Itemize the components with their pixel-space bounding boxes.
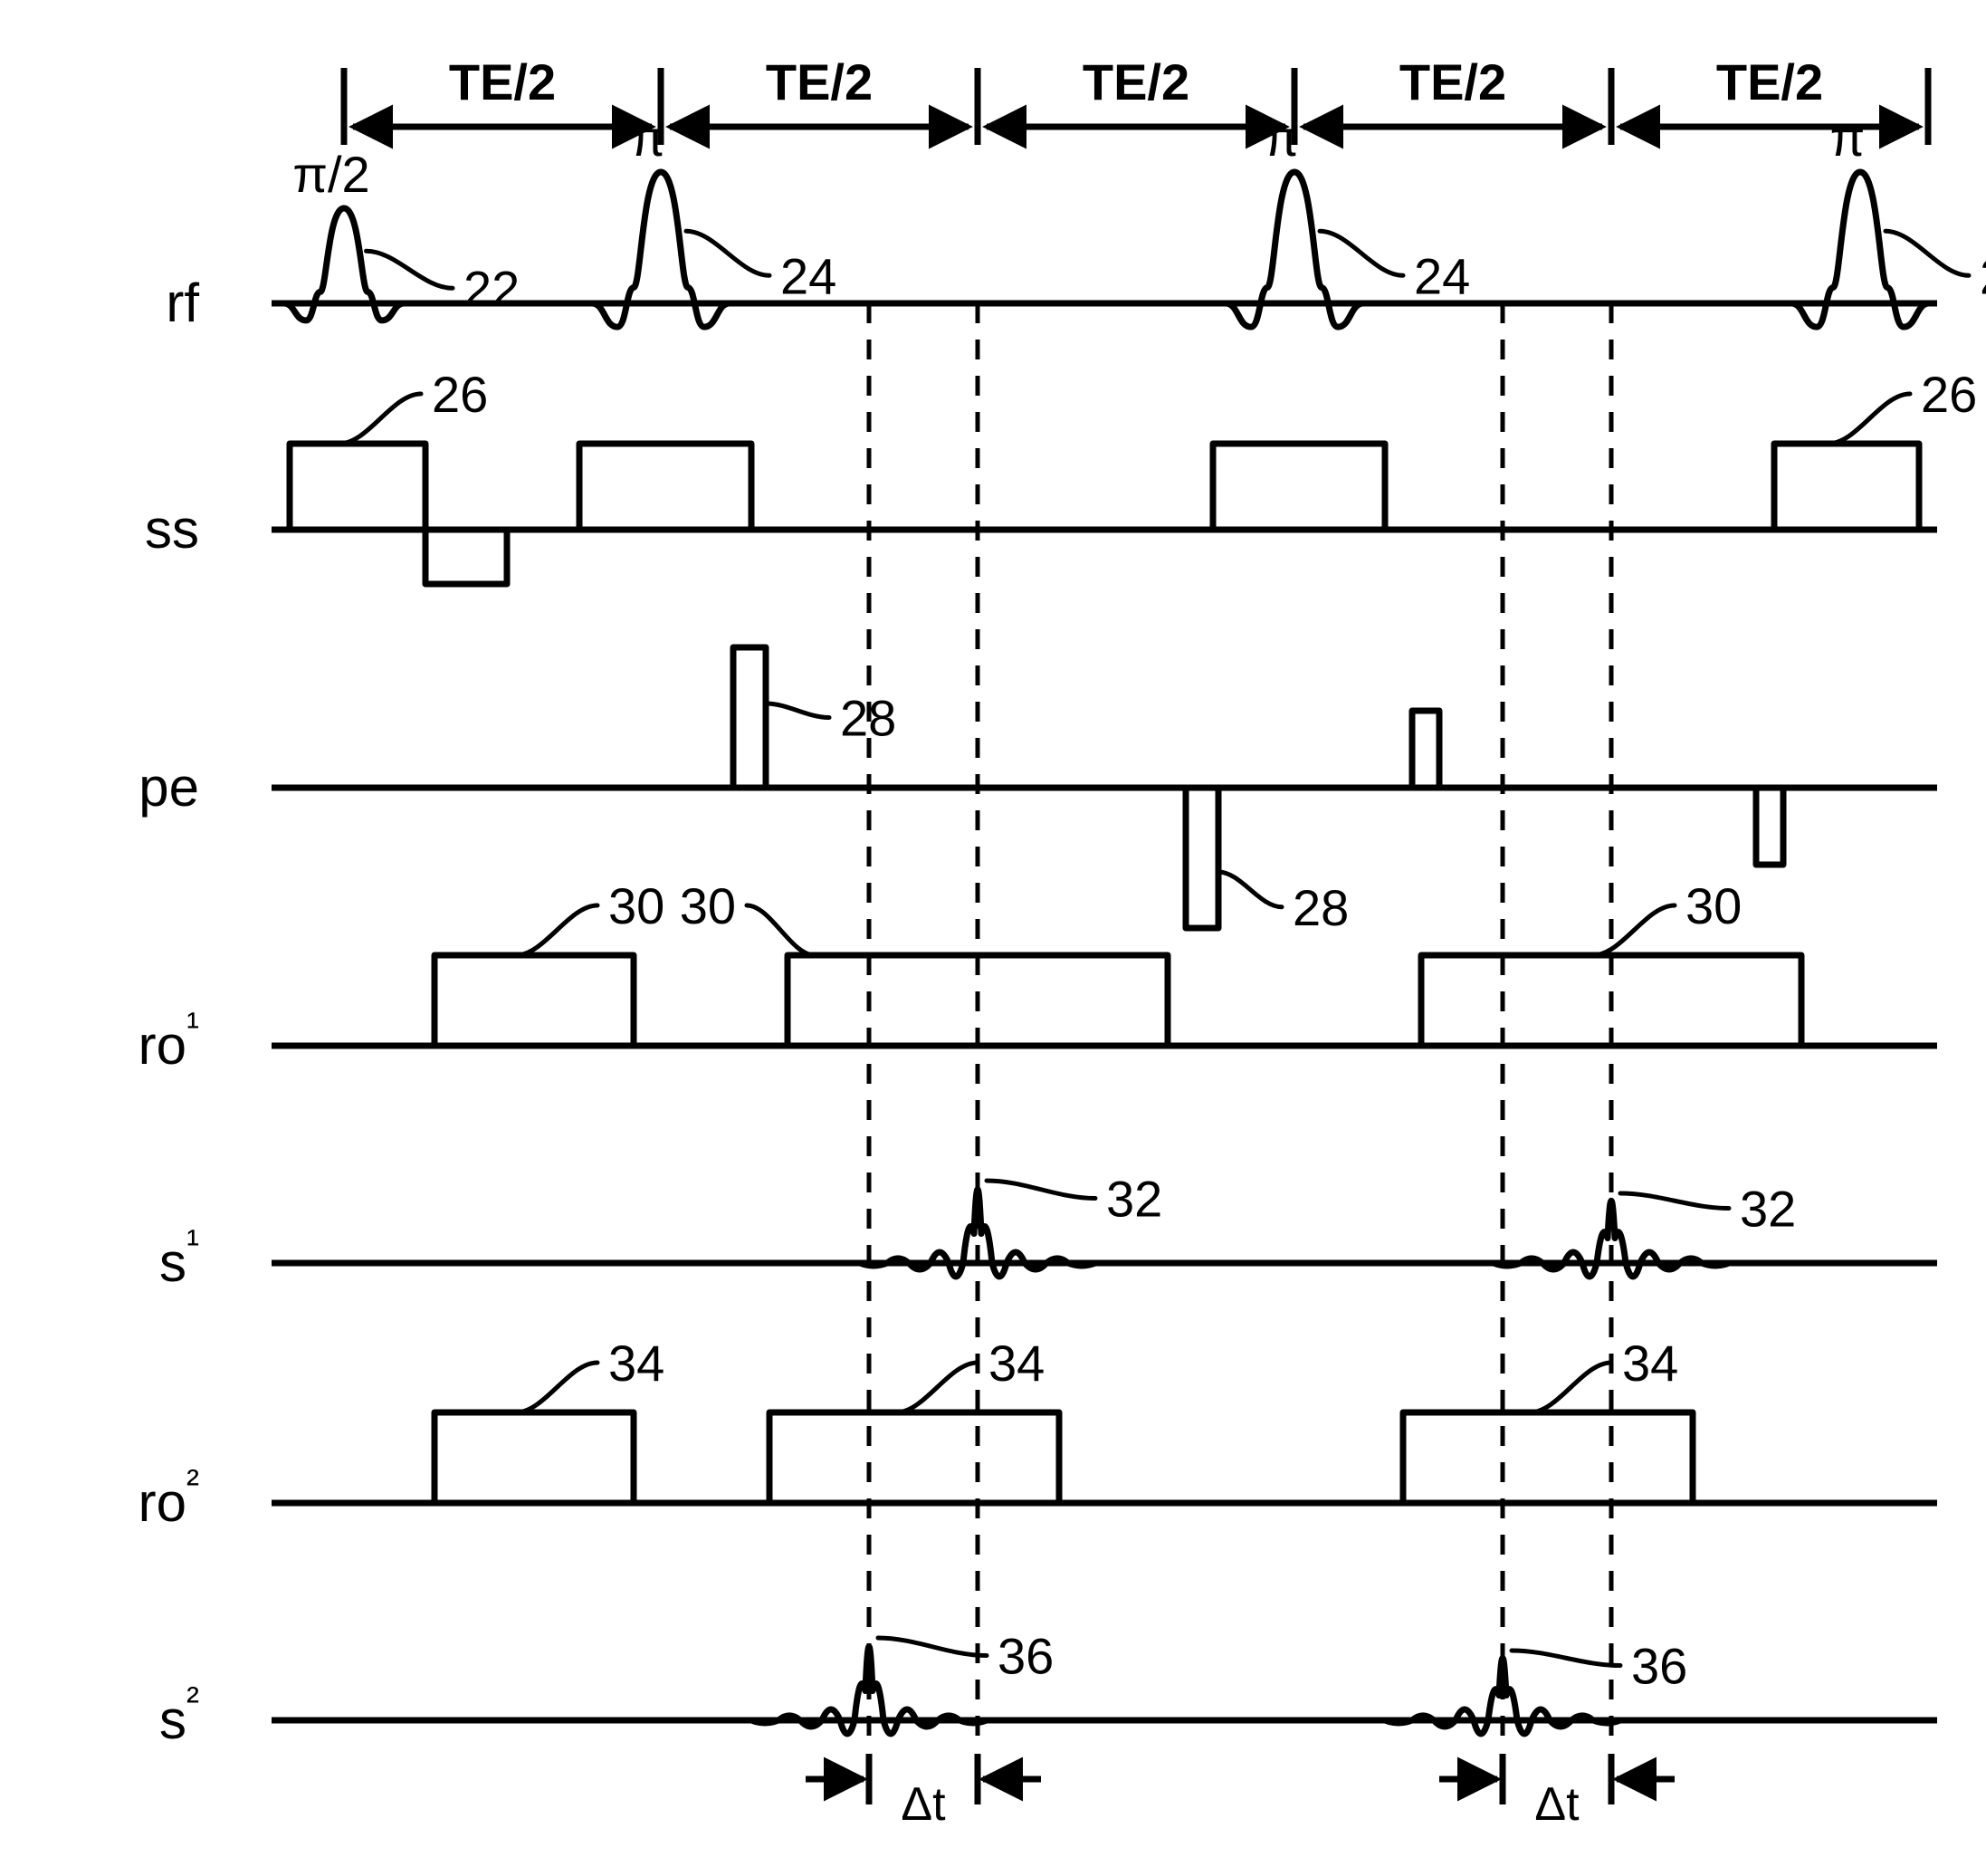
svg-text:Δt: Δt [901,1778,946,1831]
svg-text:s¹: s¹ [159,1221,199,1293]
svg-text:π/2: π/2 [292,146,369,203]
svg-text:34: 34 [988,1335,1045,1392]
svg-text:30: 30 [608,877,664,934]
svg-text:24: 24 [780,247,836,304]
svg-text:pe: pe [138,757,199,818]
pulse-sequence-diagram: TE/2 TE/2 TE/2 TE/2 TE/2 rf ss pe ro¹ s¹ ro² s² π/2 2… [0,0,1986,1876]
svg-text:ro²: ro² [138,1461,199,1533]
svg-text:36: 36 [998,1628,1054,1685]
svg-text:π: π [1830,110,1866,167]
svg-text:34: 34 [608,1335,664,1392]
svg-text:24: 24 [1980,247,1986,304]
svg-text:22: 22 [463,260,520,317]
svg-text:TE/2: TE/2 [449,53,556,110]
svg-text:26: 26 [432,366,488,423]
svg-text:36: 36 [1631,1638,1687,1695]
svg-text:ro¹: ro¹ [138,1004,199,1076]
svg-text:TE/2: TE/2 [766,53,873,110]
svg-text:TE/2: TE/2 [1083,53,1189,110]
svg-text:rf: rf [166,273,199,333]
svg-text:30: 30 [1685,877,1742,934]
svg-text:π: π [631,110,666,167]
svg-text:24: 24 [1414,247,1470,304]
svg-text:π: π [1265,110,1300,167]
svg-text:32: 32 [1106,1171,1162,1228]
svg-text:TE/2: TE/2 [1399,53,1506,110]
svg-text:32: 32 [1740,1181,1796,1238]
svg-text:28: 28 [1293,879,1349,936]
svg-text:34: 34 [1622,1335,1678,1392]
svg-text:ss: ss [145,499,199,560]
svg-text:TE/2: TE/2 [1716,53,1823,110]
svg-text:26: 26 [1921,366,1977,423]
svg-text:Δt: Δt [1534,1778,1580,1831]
svg-text:s²: s² [159,1679,199,1750]
svg-text:30: 30 [680,877,736,934]
